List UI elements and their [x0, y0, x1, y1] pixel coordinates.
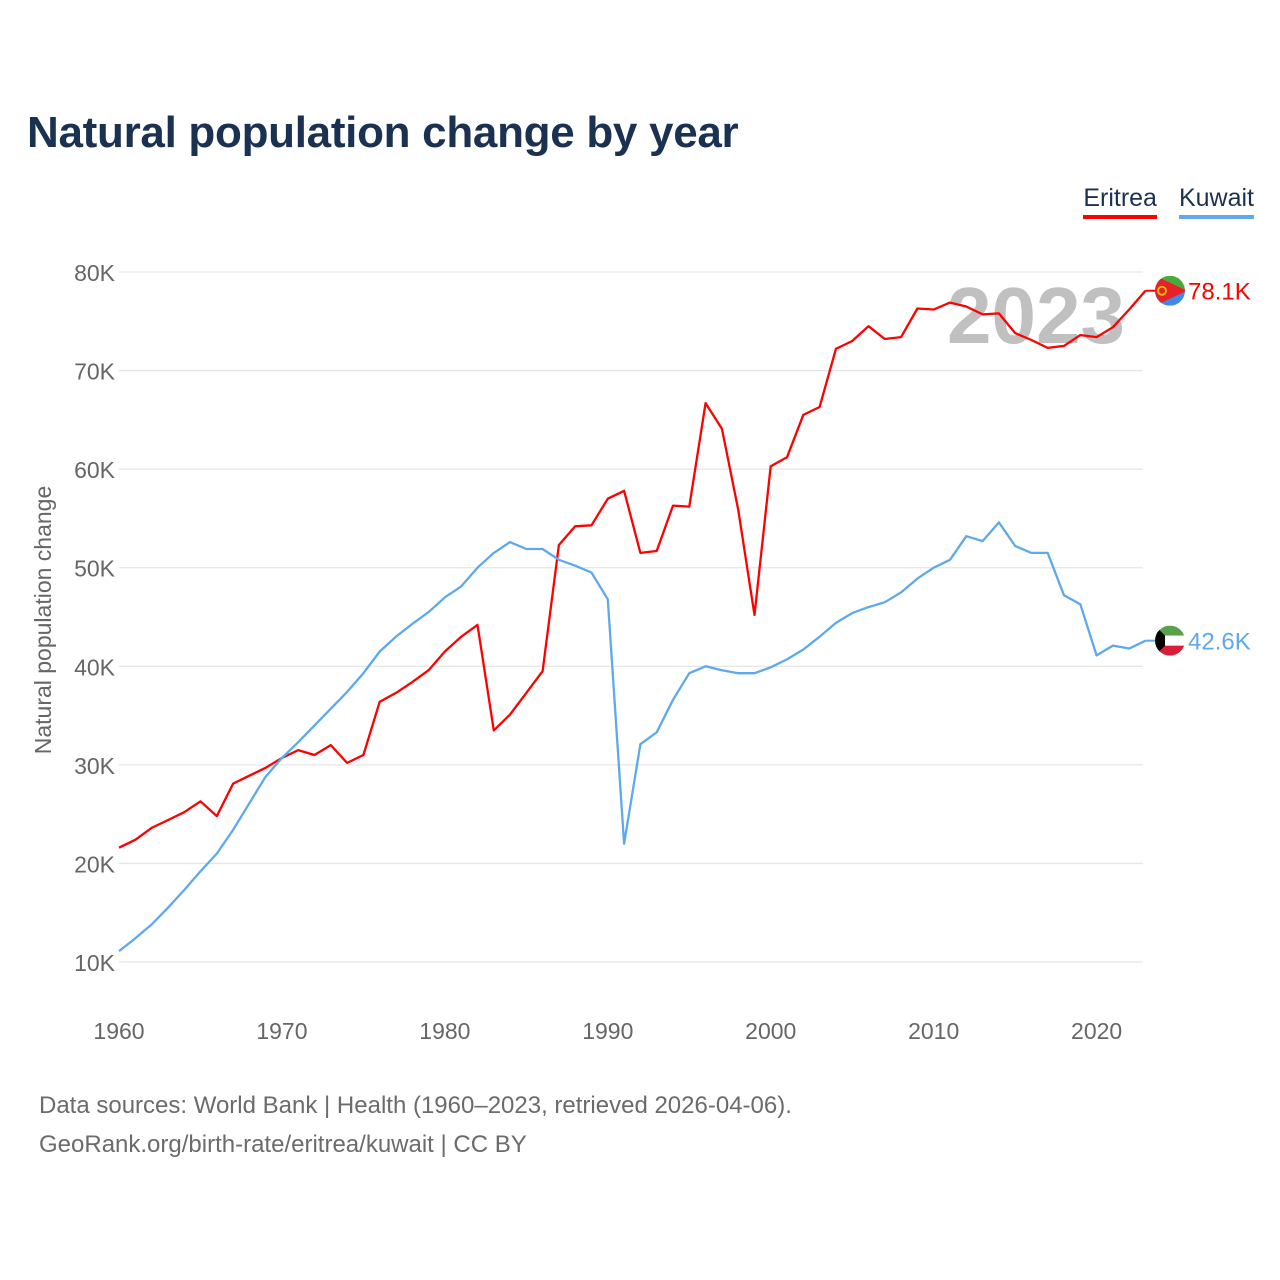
y-axis-label: Natural population change — [30, 486, 56, 755]
end-value-label: 78.1K — [1188, 279, 1251, 306]
x-tick-label: 2000 — [745, 1018, 796, 1044]
y-tick-label: 20K — [74, 851, 116, 877]
y-tick-label: 70K — [74, 359, 116, 385]
x-axis-ticks: 1960 1970 1980 1990 2000 2010 2020 — [93, 1018, 1122, 1044]
x-tick-label: 1970 — [256, 1018, 307, 1044]
year-watermark: 2023 — [947, 271, 1125, 360]
x-tick-label: 1960 — [93, 1018, 144, 1044]
data-source-text: Data sources: World Bank | Health (1960–… — [39, 1092, 792, 1119]
legend-item-kuwait[interactable]: Kuwait — [1178, 184, 1254, 219]
y-axis-ticks: 10K 20K 30K 40K 50K 60K 70K 80K — [74, 260, 116, 976]
y-tick-label: 40K — [74, 654, 116, 680]
x-tick-label: 1980 — [419, 1018, 470, 1044]
y-tick-label: 10K — [74, 950, 116, 976]
y-tick-label: 30K — [74, 753, 116, 779]
kuwait-flag-icon — [1155, 625, 1185, 656]
y-tick-label: 50K — [74, 556, 116, 582]
x-tick-label: 2020 — [1071, 1018, 1122, 1044]
series-line-kuwait — [118, 521, 1146, 953]
end-value-label: 42.6K — [1188, 629, 1251, 656]
gridlines — [119, 271, 1143, 963]
eritrea-flag-icon — [1155, 275, 1185, 306]
chart-title: Natural population change by year — [27, 108, 739, 157]
x-tick-label: 1990 — [582, 1018, 633, 1044]
source-link[interactable]: GeoRank.org/birth-rate/eritrea/kuwait | … — [39, 1131, 527, 1158]
y-tick-label: 80K — [74, 260, 116, 286]
legend-item-eritrea[interactable]: Eritrea — [1083, 184, 1157, 219]
series-line-eritrea — [118, 289, 1147, 849]
legend: Eritrea Kuwait — [1083, 184, 1254, 219]
y-tick-label: 60K — [74, 457, 116, 483]
footer: Data sources: World Bank | Health (1960–… — [39, 1086, 792, 1164]
x-tick-label: 2010 — [908, 1018, 959, 1044]
